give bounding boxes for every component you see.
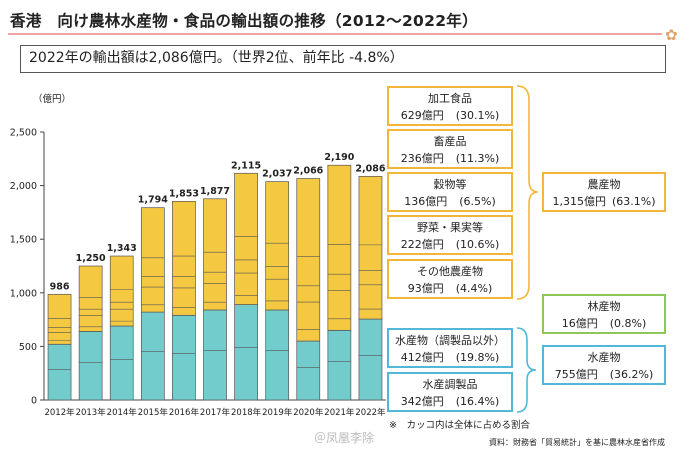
watermark: ＠凤凰李除 <box>314 431 375 445</box>
bar-total-label: 986 <box>50 281 70 292</box>
box-agri-total: 農産物 1,315億円 (63.1%) <box>542 172 666 212</box>
box-livestock: 畜産品 236億円 (11.3%) <box>387 129 513 169</box>
bar-total-label: 1,343 <box>107 243 137 254</box>
box-grain: 穀物等 136億円 (6.5%) <box>387 172 513 212</box>
bar-agri <box>172 201 196 316</box>
bar-agri <box>265 181 290 311</box>
box-agri-total-value: 1,315億円 <box>552 195 606 208</box>
box-livestock-value: 236億円 <box>400 152 444 165</box>
y-tick-label: 2,000 <box>10 181 37 192</box>
y-tick-label: 500 <box>19 342 37 353</box>
box-processed-food: 加工食品 629億円 (30.1%) <box>387 86 513 126</box>
bar-agri <box>47 293 72 345</box>
y-tick-label: 1,000 <box>10 288 37 299</box>
box-fishery-prepared-share: (16.4%) <box>455 395 500 408</box>
box-agri-total-share: (63.1%) <box>611 195 656 208</box>
box-fishery-value: 412億円 <box>400 351 444 364</box>
bar-agri <box>327 164 352 331</box>
box-vegetables-fruits-value: 222億円 <box>400 238 444 251</box>
box-fishery-total-share: (36.2%) <box>609 368 654 381</box>
box-grain-share: (6.5%) <box>459 195 496 208</box>
box-forest-total-share: (0.8%) <box>609 317 647 330</box>
bar-total-label: 2,115 <box>231 160 261 171</box>
bar-agri <box>203 198 227 311</box>
box-forest-total-value: 16億円 <box>561 317 598 330</box>
x-tick-label: 2020年 <box>293 407 324 418</box>
flower-icon: ✿ <box>665 26 678 44</box>
box-processed-food-name: 加工食品 <box>428 92 472 105</box>
x-tick-label: 2017年 <box>200 407 231 418</box>
box-fishery-prepared-name: 水産調製品 <box>422 378 478 391</box>
bar-agri <box>140 207 165 313</box>
box-fishery-total-name: 水産物 <box>587 351 621 364</box>
y-tick-label: 2,500 <box>10 128 37 139</box>
bar-total-label: 1,853 <box>169 188 199 199</box>
bar-total-label: 2,190 <box>324 152 354 163</box>
x-tick-label: 2022年 <box>355 407 386 418</box>
bar-total-label: 1,794 <box>138 195 168 206</box>
box-forest-total-name: 林産物 <box>587 300 621 313</box>
box-fishery-share: (19.8%) <box>455 351 500 364</box>
summary-box: 2022年の輸出額は2,086億円。（世界2位、前年比 -4.8%） <box>20 45 666 73</box>
box-processed-food-share: (30.1%) <box>455 109 500 122</box>
box-fishery-name: 水産物（調製品以外） <box>395 334 505 347</box>
source-note: 資料：財務省「貿易統計」を基に農林水産省作成 <box>489 438 665 447</box>
box-forest-total: 林産物 16億円 (0.8%) <box>542 294 666 334</box>
agri-brace <box>516 85 539 300</box>
bar-total-label: 2,086 <box>355 163 385 174</box>
box-vegetables-fruits-share: (10.6%) <box>455 238 500 251</box>
box-other-agri-value: 93億円 <box>407 282 444 295</box>
bar-agri <box>109 255 134 327</box>
bar-total-label: 1,250 <box>76 253 106 264</box>
x-tick-label: 2015年 <box>138 407 169 418</box>
y-axis-unit: （億円） <box>33 94 72 105</box>
fishery-brace <box>516 327 537 413</box>
x-tick-label: 2021年 <box>324 407 355 418</box>
x-tick-label: 2013年 <box>76 407 107 418</box>
x-tick-label: 2014年 <box>107 407 138 418</box>
box-fishery: 水産物（調製品以外） 412億円 (19.8%) <box>387 328 513 368</box>
box-fishery-total: 水産物 755億円 (36.2%) <box>542 345 666 385</box>
bar-agri <box>358 176 383 320</box>
box-agri-total-name: 農産物 <box>587 178 621 191</box>
box-other-agri-name: その他農産物 <box>417 265 483 278</box>
y-tick-label: 1,500 <box>10 235 37 246</box>
box-vegetables-fruits: 野菜・果実等 222億円 (10.6%) <box>387 215 513 255</box>
bar-agri <box>234 172 258 305</box>
bar-agri <box>296 178 321 342</box>
box-other-agri: その他農産物 93億円 (4.4%) <box>387 259 513 299</box>
box-livestock-share: (11.3%) <box>455 152 500 165</box>
box-vegetables-fruits-name: 野菜・果実等 <box>417 221 483 234</box>
bar-total-label: 2,066 <box>293 166 323 177</box>
bar-total-label: 2,037 <box>262 169 292 180</box>
box-livestock-name: 畜産品 <box>433 135 467 148</box>
x-tick-label: 2018年 <box>231 407 262 418</box>
x-tick-label: 2012年 <box>44 407 75 418</box>
bar-total-label: 1,877 <box>200 186 230 197</box>
page-title: 香港 向け農林水産物・食品の輸出額の推移（2012～2022年） <box>10 12 478 30</box>
box-fishery-prepared: 水産調製品 342億円 (16.4%) <box>387 372 513 412</box>
footnote: ※ カッコ内は全体に占める割合 <box>389 420 530 431</box>
x-tick-label: 2019年 <box>262 407 293 418</box>
x-tick-label: 2016年 <box>169 407 200 418</box>
box-grain-value: 136億円 <box>404 195 448 208</box>
box-fishery-prepared-value: 342億円 <box>400 395 444 408</box>
box-fishery-total-value: 755億円 <box>554 368 598 381</box>
box-other-agri-share: (4.4%) <box>455 282 493 295</box>
box-grain-name: 穀物等 <box>433 178 467 191</box>
bar-agri <box>78 265 103 332</box>
y-tick-label: 0 <box>31 396 37 407</box>
title-underline <box>8 33 662 35</box>
box-processed-food-value: 629億円 <box>400 109 444 122</box>
